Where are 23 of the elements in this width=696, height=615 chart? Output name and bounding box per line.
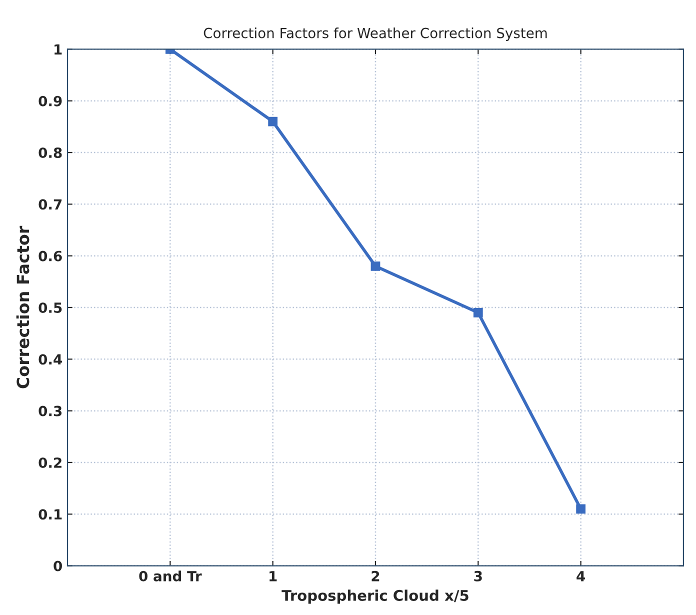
point bbox=[370, 261, 380, 271]
x-tick-label: 2 bbox=[372, 570, 380, 582]
point bbox=[268, 116, 278, 126]
y-tick-label: 0.8 bbox=[38, 147, 62, 158]
y-tick-label: 0.3 bbox=[38, 406, 62, 416]
y-tick-label: 0.5 bbox=[38, 302, 62, 313]
chart-title: Correction Factors for Weather Correction System bbox=[204, 28, 547, 41]
x-tick-label: 4 bbox=[576, 571, 586, 582]
point bbox=[473, 308, 483, 318]
y-tick-label: 0.6 bbox=[38, 250, 62, 262]
x-tick-label: 3 bbox=[474, 570, 482, 582]
y-tick-label: 0.7 bbox=[38, 199, 62, 210]
x-tick-label: 1 bbox=[270, 571, 277, 582]
x-axis-title: Tropospheric Cloud x/5 bbox=[282, 590, 468, 604]
y-tick-label: 0.1 bbox=[38, 509, 62, 520]
point bbox=[576, 504, 586, 514]
y-tick-label: 0 bbox=[54, 560, 62, 572]
y-tick-label: 0.9 bbox=[38, 96, 62, 106]
y-tick-label: 0.4 bbox=[38, 354, 62, 365]
x-tick-label: 0 and Tr bbox=[139, 570, 202, 582]
y-tick-label: 1 bbox=[54, 44, 62, 54]
y-axis-title: Correction Factor bbox=[16, 226, 30, 388]
y-tick-label: 0.2 bbox=[38, 457, 62, 468]
